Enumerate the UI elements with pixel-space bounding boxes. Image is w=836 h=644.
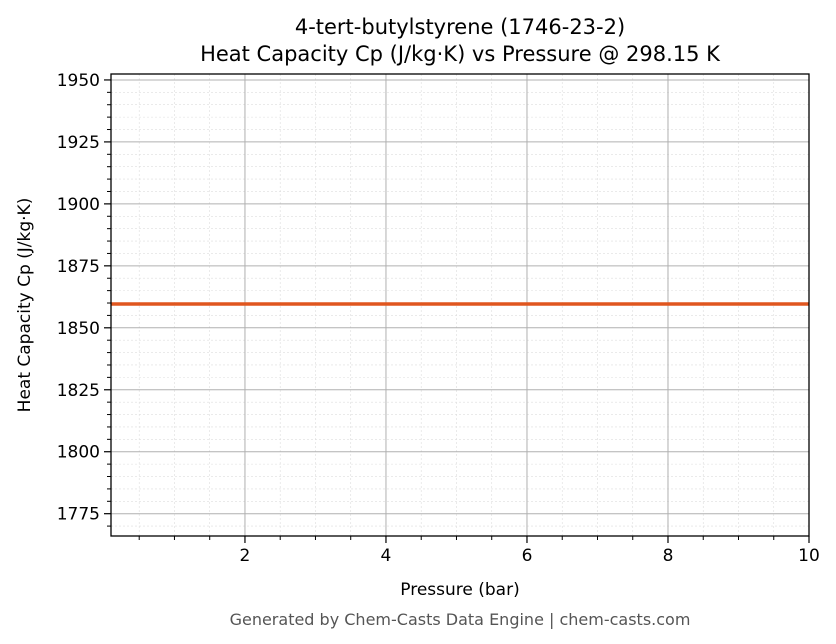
grid — [111, 74, 810, 536]
x-axis-label: Pressure (bar) — [400, 580, 519, 600]
x-tick-label: 4 — [381, 546, 392, 566]
y-tick-label: 1800 — [57, 443, 100, 463]
y-tick-label: 1925 — [57, 133, 100, 153]
x-tick-label: 8 — [663, 546, 674, 566]
plot-frame — [110, 73, 810, 537]
chart-subtitle: Heat Capacity Cp (J/kg·K) vs Pressure @ … — [200, 42, 721, 66]
ticks: 2 4 6 8 10 1775 1800 1825 1850 1875 1900 1925 1950 — [57, 71, 820, 566]
footer: Generated by Chem-Casts Data Engine | ch… — [230, 610, 691, 629]
chart-title: 4-tert-butylstyrene (1746-23-2) — [295, 15, 625, 39]
y-tick-label: 1875 — [57, 257, 100, 277]
y-axis-label: Heat Capacity Cp (J/kg·K) — [15, 198, 35, 413]
y-tick-label: 1825 — [57, 381, 100, 401]
y-tick-label: 1775 — [57, 505, 100, 525]
y-tick-label: 1900 — [57, 195, 100, 215]
x-tick-label: 2 — [240, 546, 251, 566]
y-tick-label: 1950 — [57, 71, 100, 91]
y-tick-label: 1850 — [57, 319, 100, 339]
x-tick-label: 10 — [798, 546, 820, 566]
x-tick-label: 6 — [522, 546, 533, 566]
